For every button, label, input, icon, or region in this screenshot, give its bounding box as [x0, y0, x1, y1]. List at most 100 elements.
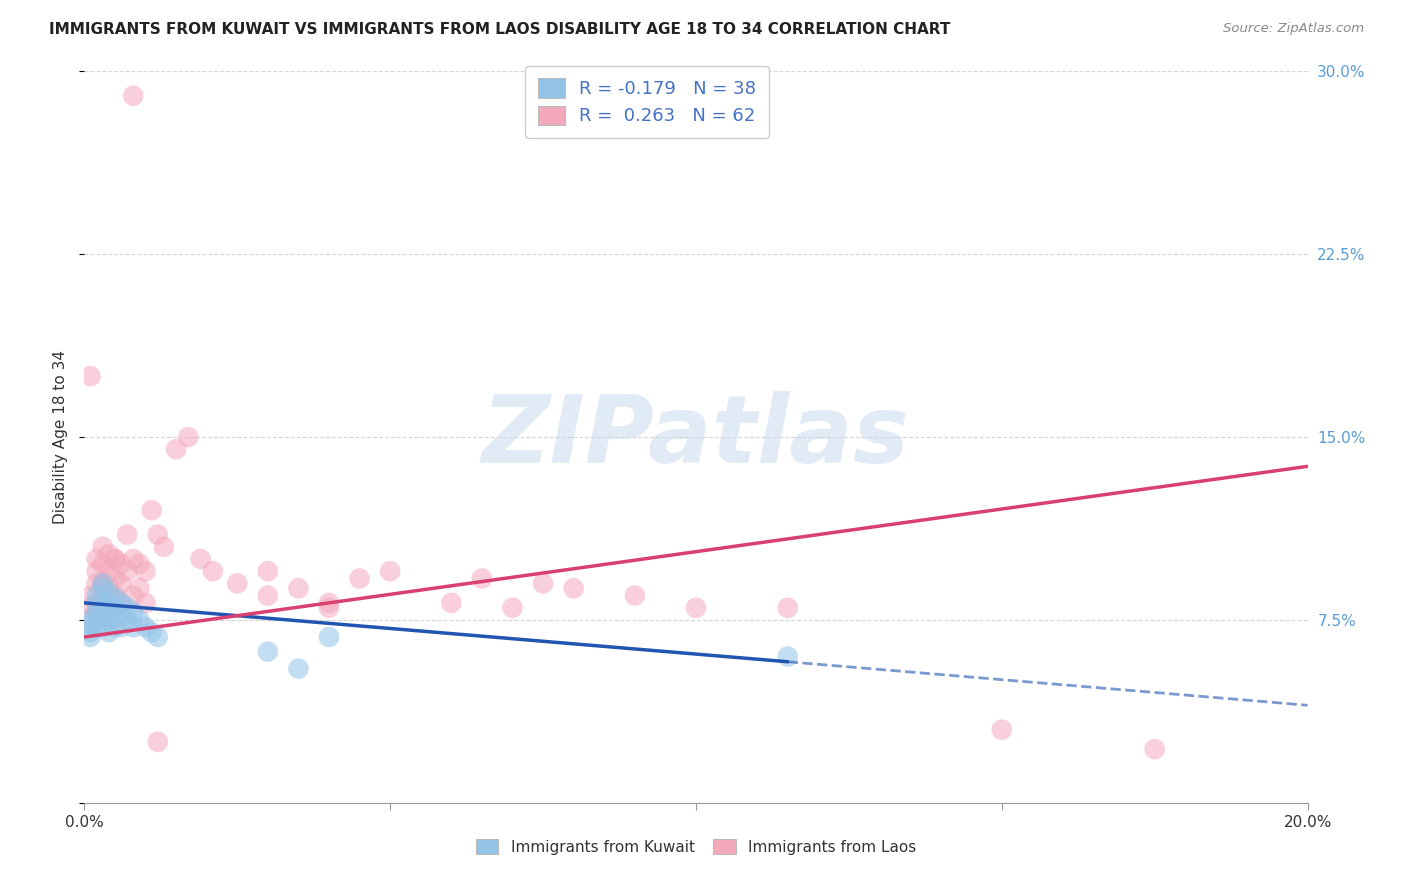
Point [141, 625, 163, 640]
Point [86, 596, 108, 610]
Point [79, 369, 101, 384]
Point [79, 630, 101, 644]
Point [91, 540, 114, 554]
Point [318, 596, 340, 610]
Point [97, 581, 120, 595]
Point [79, 617, 101, 632]
Point [86, 552, 108, 566]
Point [91, 606, 114, 620]
Text: IMMIGRANTS FROM KUWAIT VS IMMIGRANTS FROM LAOS DISABILITY AGE 18 TO 34 CORRELATI: IMMIGRANTS FROM KUWAIT VS IMMIGRANTS FRO… [49, 22, 950, 37]
Point [97, 596, 120, 610]
Point [86, 589, 108, 603]
Point [110, 620, 132, 634]
Point [624, 589, 647, 603]
Point [115, 564, 138, 578]
Point [86, 613, 108, 627]
Point [146, 735, 169, 749]
Point [79, 589, 101, 603]
Text: Source: ZipAtlas.com: Source: ZipAtlas.com [1223, 22, 1364, 36]
Point [91, 576, 114, 591]
Point [79, 600, 101, 615]
Point [122, 620, 145, 634]
Point [86, 596, 108, 610]
Point [146, 630, 169, 644]
Point [1143, 742, 1166, 756]
Point [141, 503, 163, 517]
Point [776, 649, 799, 664]
Point [991, 723, 1014, 737]
Point [91, 557, 114, 571]
Point [110, 557, 132, 571]
Point [115, 600, 138, 615]
Point [91, 606, 114, 620]
Point [91, 589, 114, 603]
Point [97, 547, 120, 561]
Legend: Immigrants from Kuwait, Immigrants from Laos: Immigrants from Kuwait, Immigrants from … [470, 833, 922, 861]
Point [104, 589, 127, 603]
Point [531, 576, 554, 591]
Point [135, 564, 157, 578]
Point [86, 606, 108, 620]
Point [97, 613, 120, 627]
Point [318, 600, 340, 615]
Point [110, 606, 132, 620]
Point [128, 613, 150, 627]
Point [685, 600, 707, 615]
Point [104, 620, 127, 634]
Point [318, 630, 340, 644]
Point [97, 600, 120, 615]
Point [104, 600, 127, 615]
Point [86, 576, 108, 591]
Point [380, 564, 402, 578]
Point [440, 596, 463, 610]
Point [110, 576, 132, 591]
Point [86, 620, 108, 634]
Point [115, 527, 138, 541]
Point [201, 564, 224, 578]
Point [287, 581, 309, 595]
Point [86, 606, 108, 620]
Point [97, 564, 120, 578]
Point [135, 620, 157, 634]
Point [91, 581, 114, 595]
Point [257, 645, 280, 659]
Point [177, 430, 200, 444]
Point [776, 600, 799, 615]
Point [91, 596, 114, 610]
Point [79, 613, 101, 627]
Point [91, 576, 114, 591]
Point [79, 625, 101, 640]
Point [122, 589, 145, 603]
Point [97, 589, 120, 603]
Point [502, 600, 524, 615]
Point [97, 606, 120, 620]
Point [471, 572, 494, 586]
Y-axis label: Disability Age 18 to 34: Disability Age 18 to 34 [53, 350, 69, 524]
Point [128, 581, 150, 595]
Point [146, 527, 169, 541]
Point [104, 591, 127, 605]
Point [104, 572, 127, 586]
Point [257, 564, 280, 578]
Point [562, 581, 585, 595]
Point [349, 572, 371, 586]
Point [91, 576, 114, 591]
Point [110, 596, 132, 610]
Point [122, 552, 145, 566]
Point [110, 596, 132, 610]
Point [135, 596, 157, 610]
Point [97, 625, 120, 640]
Point [104, 552, 127, 566]
Point [190, 552, 212, 566]
Point [91, 620, 114, 634]
Text: ZIPatlas: ZIPatlas [482, 391, 910, 483]
Point [128, 557, 150, 571]
Point [122, 88, 145, 103]
Point [115, 613, 138, 627]
Point [257, 589, 280, 603]
Point [153, 540, 176, 554]
Point [226, 576, 249, 591]
Point [97, 586, 120, 600]
Point [86, 564, 108, 578]
Point [79, 610, 101, 624]
